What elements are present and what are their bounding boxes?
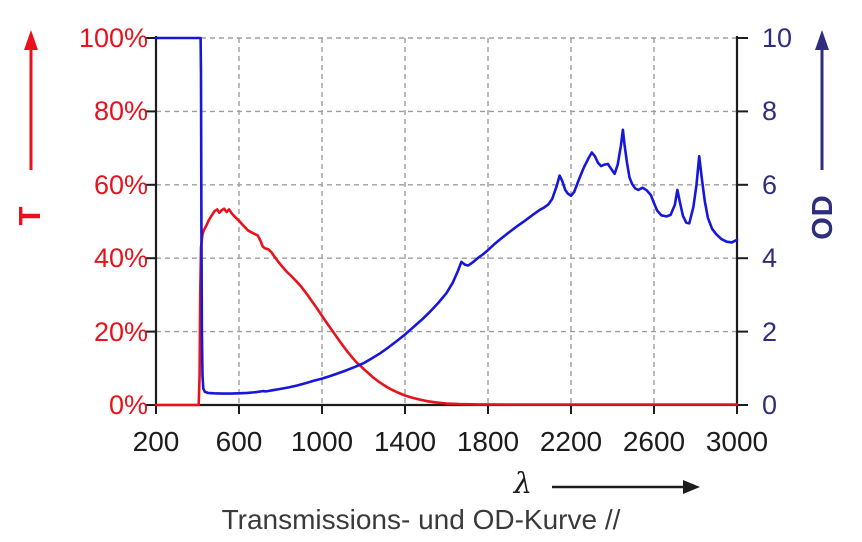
od-tick-label: 8 xyxy=(762,96,778,127)
t-tick-label: 60% xyxy=(93,169,148,200)
x-axis-title: λ xyxy=(513,466,533,500)
x-tick-label: 1800 xyxy=(456,426,520,457)
gridlines xyxy=(156,37,737,405)
transmission-curve xyxy=(154,207,739,407)
t-axis-title: T xyxy=(12,206,47,226)
t-tick-label: 0% xyxy=(108,390,148,420)
x-tick-label: 1400 xyxy=(373,426,437,457)
x-tick-label: 2600 xyxy=(622,426,686,457)
od-tick-label: 10 xyxy=(762,23,793,53)
od-axis-title: OD xyxy=(807,194,839,240)
x-tick-label: 200 xyxy=(132,426,180,457)
x-tick-label: 1000 xyxy=(290,426,354,457)
od-axis-arrow-icon xyxy=(815,30,829,170)
t-axis-arrow-icon xyxy=(24,30,38,170)
x-tick-label: 3000 xyxy=(705,426,769,457)
od-tick-label: 0 xyxy=(762,390,778,420)
x-axis-arrow-icon xyxy=(552,480,700,494)
od-tick-label: 4 xyxy=(762,243,778,274)
t-tick-label: 20% xyxy=(93,316,148,347)
axis-tick-marks xyxy=(145,37,748,414)
od-curve xyxy=(154,36,739,395)
chart-caption: Transmissions- und OD-Kurve // xyxy=(221,504,621,535)
x-tick-label: 2200 xyxy=(539,426,603,457)
t-tick-label: 80% xyxy=(93,96,148,127)
x-tick-label: 600 xyxy=(215,426,263,457)
t-tick-label: 40% xyxy=(93,243,148,274)
od-tick-label: 6 xyxy=(762,169,778,200)
t-tick-label: 100% xyxy=(78,23,148,53)
od-tick-label: 2 xyxy=(762,316,778,347)
